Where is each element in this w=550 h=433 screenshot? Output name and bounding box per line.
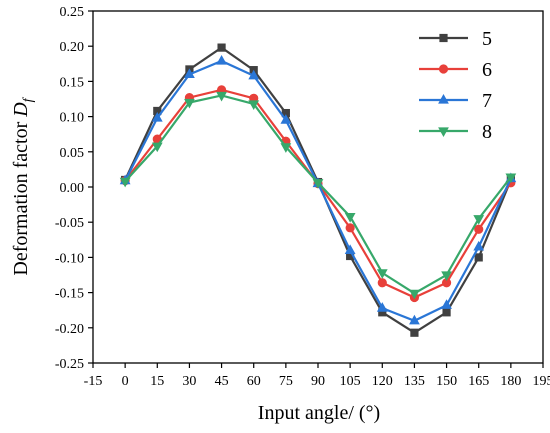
legend-marker bbox=[438, 93, 449, 104]
y-tick-label: -0.15 bbox=[55, 287, 84, 302]
x-tick-label: 105 bbox=[340, 374, 361, 389]
data-point bbox=[409, 289, 420, 300]
x-tick-label: 150 bbox=[436, 374, 457, 389]
series-line bbox=[124, 88, 512, 299]
data-point bbox=[441, 299, 452, 309]
x-tick-label: 135 bbox=[404, 374, 425, 389]
data-point bbox=[312, 179, 324, 189]
data-point bbox=[505, 173, 517, 184]
data-point bbox=[345, 223, 355, 233]
data-point bbox=[248, 100, 260, 110]
x-tick-label: 90 bbox=[311, 374, 325, 389]
x-tick-label: 75 bbox=[279, 374, 293, 389]
data-point bbox=[119, 177, 131, 188]
series-7 bbox=[119, 54, 517, 325]
x-tick-label: 120 bbox=[372, 374, 393, 389]
series-6 bbox=[120, 85, 516, 303]
x-tick-label: 0 bbox=[122, 374, 129, 389]
data-point bbox=[248, 69, 260, 80]
data-point bbox=[151, 142, 163, 153]
data-point bbox=[344, 244, 356, 254]
y-tick-label: 0.20 bbox=[60, 40, 85, 55]
y-tick-label: -0.20 bbox=[55, 322, 84, 337]
y-tick-label: 0.25 bbox=[60, 5, 85, 20]
y-axis-title-symbol: D bbox=[10, 102, 32, 118]
data-point bbox=[410, 328, 419, 337]
y-tick-label: -0.05 bbox=[55, 216, 84, 231]
y-axis-title-subscript: f bbox=[21, 96, 36, 102]
legend-marker bbox=[438, 64, 449, 74]
axes: -15 0 15 30 45 60 75 90 105 120 135 150 165 180 1950.2… bbox=[55, 5, 550, 389]
data-point bbox=[474, 253, 483, 262]
legend: 5 6 7 8 bbox=[419, 28, 492, 143]
data-point bbox=[280, 143, 292, 153]
legend-marker bbox=[439, 33, 448, 43]
legend-item: 8 bbox=[419, 121, 492, 143]
series-8 bbox=[119, 91, 517, 300]
data-point bbox=[184, 98, 195, 109]
x-tick-label: 165 bbox=[468, 374, 489, 389]
y-axis-title-main: Deformation factor bbox=[10, 117, 32, 276]
legend-label: 8 bbox=[482, 121, 492, 143]
x-tick-label: -15 bbox=[84, 374, 103, 389]
y-tick-label: 0.10 bbox=[60, 111, 85, 126]
x-tick-label: 15 bbox=[150, 374, 164, 389]
data-point bbox=[376, 269, 388, 279]
data-point bbox=[280, 114, 292, 124]
y-axis-title: Deformation factor Df bbox=[10, 96, 36, 275]
data-point bbox=[474, 224, 484, 234]
x-tick-label: 180 bbox=[500, 374, 521, 389]
data-point bbox=[473, 240, 485, 251]
data-point bbox=[409, 314, 420, 325]
x-tick-label: 45 bbox=[215, 374, 229, 389]
data-point bbox=[216, 54, 227, 65]
legend-label: 5 bbox=[482, 28, 492, 50]
data-point bbox=[442, 308, 451, 317]
series-line bbox=[124, 94, 512, 295]
legend-item: 6 bbox=[419, 59, 492, 81]
y-tick-label: -0.10 bbox=[55, 251, 84, 266]
data-point bbox=[344, 212, 356, 223]
data-point bbox=[377, 278, 387, 288]
y-tick-label: 0.15 bbox=[60, 75, 85, 90]
data-point bbox=[217, 43, 226, 52]
data-point bbox=[376, 302, 388, 312]
x-axis-title: Input angle/ (°) bbox=[258, 402, 380, 424]
x-tick-label: 60 bbox=[247, 374, 261, 389]
data-point bbox=[151, 111, 163, 122]
legend-marker bbox=[438, 127, 449, 138]
x-tick-label: 195 bbox=[533, 374, 550, 389]
legend-label: 6 bbox=[482, 59, 492, 81]
plot-area bbox=[119, 43, 517, 337]
y-tick-label: 0.00 bbox=[60, 181, 85, 196]
legend-item: 7 bbox=[419, 90, 492, 112]
y-tick-label: -0.25 bbox=[55, 357, 84, 372]
data-point bbox=[184, 68, 195, 78]
data-point bbox=[473, 215, 485, 225]
data-point bbox=[216, 91, 227, 102]
data-point bbox=[441, 271, 452, 282]
series-line bbox=[124, 46, 512, 335]
legend-item: 5 bbox=[419, 28, 492, 50]
legend-label: 7 bbox=[482, 90, 492, 112]
x-tick-label: 30 bbox=[182, 374, 196, 389]
y-tick-label: 0.05 bbox=[60, 146, 85, 161]
